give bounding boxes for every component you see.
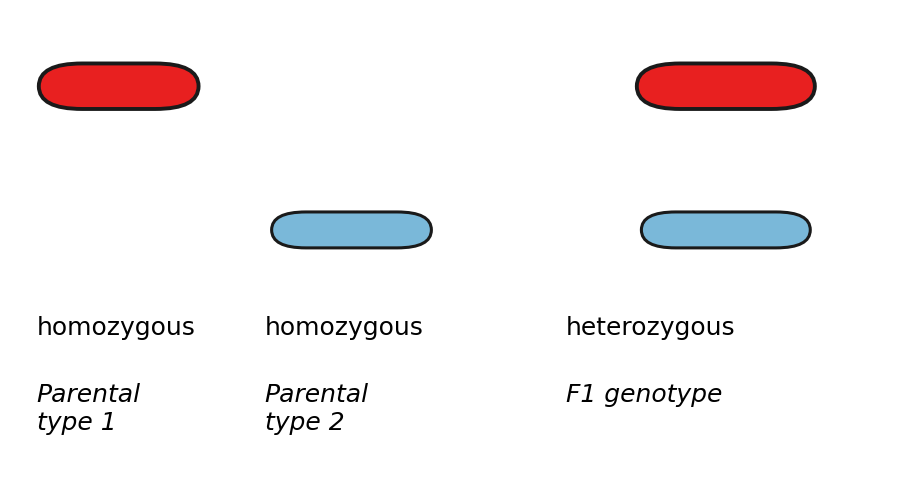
Text: homozygous: homozygous	[37, 316, 195, 340]
FancyBboxPatch shape	[637, 64, 814, 109]
Text: Parental
type 1: Parental type 1	[37, 383, 141, 435]
FancyBboxPatch shape	[641, 212, 810, 248]
Text: F1 genotype: F1 genotype	[566, 383, 722, 407]
FancyBboxPatch shape	[271, 212, 431, 248]
Text: Parental
type 2: Parental type 2	[265, 383, 369, 435]
Text: heterozygous: heterozygous	[566, 316, 736, 340]
FancyBboxPatch shape	[39, 64, 198, 109]
Text: homozygous: homozygous	[265, 316, 424, 340]
